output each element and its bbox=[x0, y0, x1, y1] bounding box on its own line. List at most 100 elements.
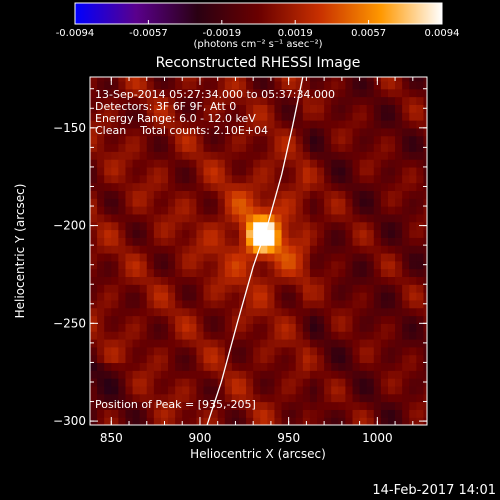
heatmap-cell bbox=[253, 284, 261, 293]
heatmap-cell bbox=[295, 112, 304, 121]
heatmap-cell bbox=[210, 159, 219, 168]
heatmap-cell bbox=[423, 393, 427, 403]
heatmap-cell bbox=[203, 417, 212, 425]
heatmap-cell bbox=[395, 370, 403, 379]
heatmap-cell bbox=[111, 198, 119, 207]
heatmap-cell bbox=[338, 409, 347, 418]
heatmap-cell bbox=[373, 284, 382, 293]
heatmap-cell bbox=[168, 245, 176, 254]
heatmap-cell bbox=[175, 77, 183, 82]
heatmap-cell bbox=[175, 385, 183, 395]
heatmap-cell bbox=[416, 80, 425, 90]
heatmap-cell bbox=[111, 401, 119, 410]
heatmap-cell bbox=[331, 221, 339, 231]
heatmap-cell bbox=[203, 252, 212, 262]
heatmap-cell bbox=[309, 252, 318, 262]
heatmap-cell bbox=[97, 206, 105, 215]
heatmap-cell bbox=[118, 417, 127, 425]
heatmap-cell bbox=[380, 206, 389, 215]
heatmap-cell bbox=[224, 338, 233, 348]
heatmap-cell bbox=[416, 393, 425, 403]
heatmap-cell bbox=[395, 362, 403, 371]
heatmap-cell bbox=[373, 292, 382, 301]
heatmap-cell bbox=[345, 346, 354, 356]
heatmap-cell bbox=[90, 268, 98, 278]
heatmap-cell bbox=[203, 127, 212, 137]
heatmap-cell bbox=[146, 80, 155, 90]
heatmap-cell bbox=[260, 362, 268, 371]
heatmap-cell bbox=[359, 315, 368, 324]
heatmap-cell bbox=[380, 77, 389, 82]
heatmap-cell bbox=[189, 354, 198, 364]
heatmap-cell bbox=[309, 143, 318, 152]
heatmap-cell bbox=[139, 182, 148, 191]
heatmap-cell bbox=[175, 409, 183, 418]
heatmap-cell bbox=[90, 362, 98, 371]
heatmap-cell bbox=[104, 268, 112, 278]
heatmap-cell bbox=[274, 393, 283, 403]
heatmap-cell bbox=[359, 393, 368, 403]
heatmap-cell bbox=[238, 166, 247, 176]
heatmap-cell bbox=[260, 315, 268, 324]
heatmap-cell bbox=[359, 190, 368, 199]
heatmap-cell bbox=[111, 323, 119, 332]
heatmap-cell bbox=[317, 307, 325, 317]
heatmap-cell bbox=[168, 135, 176, 145]
heatmap-cell bbox=[288, 338, 297, 348]
heatmap-cell bbox=[331, 120, 339, 129]
heatmap-cell bbox=[175, 245, 183, 254]
heatmap-cell bbox=[182, 323, 190, 332]
heatmap-cell bbox=[146, 378, 155, 387]
heatmap-cell bbox=[160, 385, 169, 395]
heatmap-cell bbox=[231, 174, 240, 184]
heatmap-cell bbox=[217, 174, 226, 184]
heatmap-cell bbox=[153, 292, 162, 301]
heatmap-cell bbox=[309, 299, 318, 309]
heatmap-cell bbox=[281, 166, 290, 176]
heatmap-cell bbox=[324, 213, 332, 223]
heatmap-cell bbox=[387, 417, 396, 425]
heatmap-cell bbox=[168, 104, 176, 113]
heatmap-cell bbox=[373, 198, 382, 207]
heatmap-cell bbox=[97, 331, 105, 340]
heatmap-cell bbox=[189, 206, 198, 215]
heatmap-cell bbox=[189, 401, 198, 410]
heatmap-cell bbox=[359, 331, 368, 340]
heatmap-cell bbox=[288, 127, 297, 137]
heatmap-cell bbox=[238, 112, 247, 121]
heatmap-cell bbox=[302, 323, 311, 332]
heatmap-cell bbox=[331, 237, 339, 246]
heatmap-cell bbox=[302, 378, 311, 387]
heatmap-cell bbox=[253, 362, 261, 371]
heatmap-cell bbox=[338, 174, 347, 184]
heatmap-cell bbox=[224, 96, 233, 105]
heatmap-cell bbox=[196, 315, 205, 324]
heatmap-cell bbox=[238, 127, 247, 137]
heatmap-cell bbox=[210, 378, 219, 387]
heatmap-cell bbox=[175, 159, 183, 168]
heatmap-cell bbox=[90, 307, 98, 317]
heatmap-cell bbox=[395, 120, 403, 129]
colorbar-tick-label: -0.0057 bbox=[129, 28, 168, 39]
heatmap-cell bbox=[295, 393, 304, 403]
heatmap-cell bbox=[260, 80, 268, 90]
heatmap-cell bbox=[182, 182, 190, 191]
heatmap-cell bbox=[217, 151, 226, 160]
heatmap-cell bbox=[146, 252, 155, 262]
heatmap-cell bbox=[366, 284, 375, 293]
heatmap-cell bbox=[238, 276, 247, 285]
heatmap-cell bbox=[246, 221, 254, 231]
heatmap-cell bbox=[295, 338, 304, 348]
heatmap-cell bbox=[189, 229, 198, 238]
heatmap-cell bbox=[324, 299, 332, 309]
heatmap-cell bbox=[317, 260, 325, 270]
heatmap-cell bbox=[210, 120, 219, 129]
heatmap-cell bbox=[238, 221, 247, 231]
heatmap-cell bbox=[338, 260, 347, 270]
heatmap-cell bbox=[423, 331, 427, 340]
heatmap-cell bbox=[345, 315, 354, 324]
heatmap-cell bbox=[153, 284, 162, 293]
heatmap-cell bbox=[97, 276, 105, 285]
heatmap-cell bbox=[217, 198, 226, 207]
heatmap-cell bbox=[402, 252, 410, 262]
